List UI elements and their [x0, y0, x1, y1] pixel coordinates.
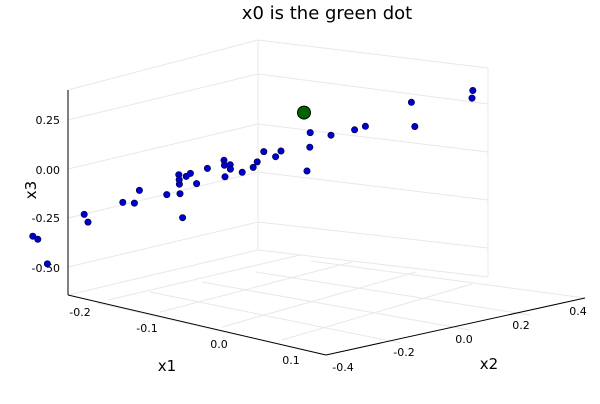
- spiral-point: [253, 158, 261, 166]
- y-tick-label: 0.2: [512, 319, 530, 332]
- spiral-point: [80, 210, 88, 218]
- spiral-point: [226, 165, 234, 173]
- x0-point: [297, 105, 311, 120]
- spiral-point: [193, 180, 201, 188]
- spiral-point: [238, 168, 246, 176]
- spiral-point: [163, 191, 171, 199]
- spiral-point: [43, 260, 51, 268]
- spiral-point: [29, 232, 37, 240]
- z-axis-label: x3: [22, 181, 40, 199]
- axes: [67, 90, 586, 356]
- chart-title: x0 is the green dot: [242, 3, 412, 24]
- y-tick-label: 0.0: [455, 333, 473, 346]
- x-tick-label: -0.2: [69, 306, 90, 319]
- spiral-point: [135, 186, 143, 194]
- spiral-point: [468, 94, 476, 102]
- spiral-point: [306, 129, 314, 137]
- spiral-point: [221, 173, 229, 181]
- y-axis-line: [325, 297, 586, 356]
- y-axis-label: x2: [480, 355, 498, 373]
- spiral-point: [203, 164, 211, 172]
- spiral-point: [351, 126, 359, 134]
- spiral-point: [260, 148, 268, 156]
- spiral-point: [176, 190, 184, 198]
- spiral-point: [469, 87, 477, 95]
- spiral-point: [175, 176, 183, 184]
- spiral-point: [306, 143, 314, 151]
- spiral-point: [130, 199, 138, 207]
- z-tick-label: -0.50: [32, 262, 60, 275]
- spiral-point: [303, 167, 311, 175]
- spiral-point: [327, 131, 335, 139]
- spiral-point: [220, 161, 228, 169]
- grid: [67, 39, 586, 356]
- z-tick-label: -0.25: [32, 212, 60, 225]
- spiral-point: [272, 153, 280, 161]
- z-tick-label: 0.25: [36, 114, 61, 127]
- z-ticks: 0.25 0.00 -0.25 -0.50: [32, 114, 60, 275]
- x-tick-label: 0.0: [210, 338, 228, 351]
- spiral-point: [84, 218, 92, 226]
- x-axis-label: x1: [158, 357, 176, 375]
- x-ticks: -0.2 -0.1 0.0 0.1: [69, 306, 299, 367]
- y-tick-label: -0.2: [393, 346, 414, 359]
- spiral-point: [186, 169, 194, 177]
- x-axis-line: [67, 294, 327, 356]
- spiral-point: [361, 122, 369, 130]
- spiral-point: [249, 163, 257, 171]
- y-tick-label: 0.4: [569, 305, 587, 318]
- spiral-point: [407, 98, 415, 106]
- spiral-point: [119, 198, 127, 206]
- spiral-point: [179, 214, 187, 222]
- spiral-point: [34, 235, 42, 243]
- x-tick-label: 0.1: [282, 354, 300, 367]
- spiral-point: [277, 147, 285, 155]
- spiral-point: [411, 123, 419, 131]
- z-tick-label: 0.00: [36, 164, 61, 177]
- y-tick-label: -0.4: [332, 361, 353, 374]
- y-ticks: -0.4 -0.2 0.0 0.2 0.4: [332, 305, 586, 374]
- x-tick-label: -0.1: [136, 322, 157, 335]
- data-points: [29, 87, 477, 268]
